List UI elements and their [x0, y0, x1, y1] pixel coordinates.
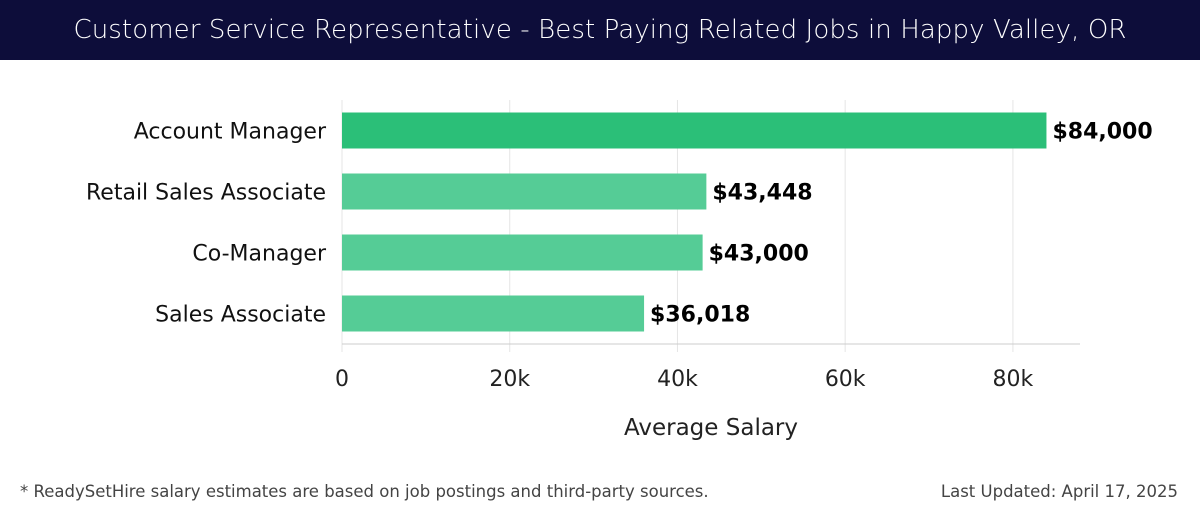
category-label: Sales Associate [155, 303, 326, 328]
value-label: $36,018 [650, 303, 750, 328]
footer-note: * ReadySetHire salary estimates are base… [20, 482, 709, 501]
x-tick-labels: 0 20k 40k 60k 80k [335, 367, 1034, 392]
bar [342, 295, 645, 332]
bar-chart: Account Manager Retail Sales Associate Co-… [86, 100, 1153, 441]
bar [342, 234, 703, 271]
last-updated: Last Updated: April 17, 2025 [940, 482, 1178, 501]
x-axis-label: Average Salary [624, 415, 798, 441]
x-tick-label: 20k [489, 367, 530, 392]
category-label: Co-Manager [192, 242, 327, 267]
value-labels: $84,000 $43,448 $43,000 $36,018 [650, 120, 1153, 328]
x-tick-label: 0 [335, 367, 349, 392]
x-tick-label: 80k [993, 367, 1034, 392]
x-tick-label: 60k [825, 367, 866, 392]
x-tick-label: 40k [657, 367, 698, 392]
chart-title: Customer Service Representative - Best P… [0, 0, 1200, 60]
value-label: $84,000 [1052, 120, 1152, 145]
value-label: $43,000 [709, 242, 809, 267]
category-label: Account Manager [134, 120, 327, 145]
bar [342, 173, 707, 210]
value-label: $43,448 [712, 181, 812, 206]
category-labels: Account Manager Retail Sales Associate Co-… [86, 120, 327, 328]
category-label: Retail Sales Associate [86, 181, 326, 206]
bars [342, 112, 1047, 332]
bar [342, 112, 1047, 149]
